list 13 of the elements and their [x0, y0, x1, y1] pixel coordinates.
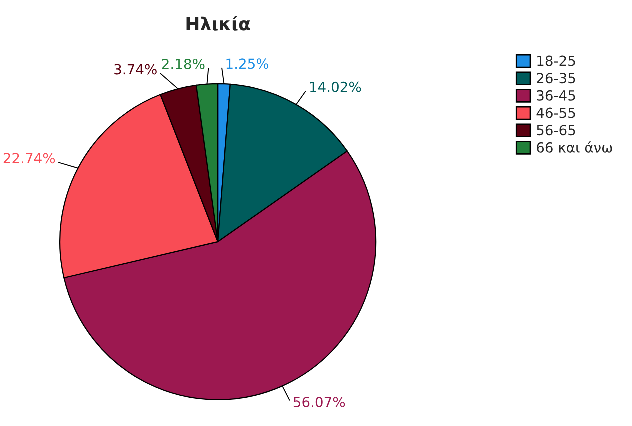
legend-label: 26-35: [537, 73, 576, 84]
legend-label: 56-65: [537, 125, 576, 136]
legend-label: 66 και άνω: [537, 142, 612, 153]
data-label: 22.74%: [4, 153, 56, 164]
data-label: 1.25%: [226, 58, 269, 70]
data-label: 3.74%: [114, 64, 157, 75]
legend-label: 36-45: [537, 90, 576, 101]
chart-title: Ηλικία: [186, 16, 250, 31]
data-label: 14.02%: [310, 82, 362, 92]
data-label: 56.07%: [294, 397, 346, 408]
data-label: 2.18%: [162, 58, 205, 70]
legend-label: 46-55: [536, 108, 576, 118]
legend-label: 18-25: [538, 56, 576, 66]
